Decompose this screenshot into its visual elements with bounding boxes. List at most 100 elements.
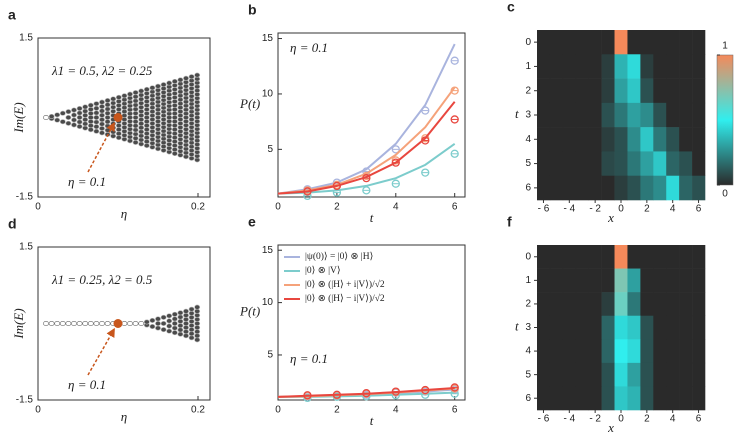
measured-point (362, 186, 371, 195)
heat-cell (614, 54, 628, 79)
eigenvalue-point (155, 320, 161, 326)
eigenvalue-point (183, 308, 189, 314)
eigenvalue-point (82, 112, 89, 118)
heat-cell (692, 175, 706, 201)
heat-cell (614, 292, 628, 317)
heat-cell (692, 127, 706, 152)
arrow (87, 327, 115, 376)
heat-cell (666, 292, 680, 317)
heat-cell (588, 102, 602, 128)
y-tick-label: 3 (525, 110, 531, 121)
measured-point (362, 174, 371, 183)
eigenvalue-point (82, 121, 89, 127)
eigenvalue-point (87, 106, 94, 112)
heat-cell (588, 362, 602, 387)
heat-cell (575, 315, 589, 340)
heat-cell (562, 362, 577, 387)
measured-point (450, 389, 459, 398)
heat-cell (614, 151, 628, 177)
x-tick-label: 4 (670, 414, 676, 425)
heat-cell (537, 30, 551, 55)
heat-cell (537, 245, 551, 269)
eigenvalue-point (71, 320, 77, 326)
heat-cell (601, 175, 615, 201)
x-tick-label: 4 (393, 405, 399, 416)
heat-cell (614, 127, 628, 152)
heat-cell (614, 339, 628, 364)
heat-cell (537, 315, 551, 340)
y-tick-label: 1 (525, 275, 531, 286)
heat-cell (627, 315, 641, 340)
y-tick-label: -1.5 (16, 192, 34, 203)
eigenvalue-point (138, 320, 145, 326)
heat-cell (627, 386, 641, 411)
measured-point (362, 389, 371, 398)
eigenvalue-point (104, 119, 111, 125)
heat-cell (666, 30, 680, 55)
eigenvalue-point (110, 121, 117, 127)
eigenvalue-point (127, 320, 133, 326)
heat-cell (588, 339, 602, 364)
eigenvalue-point (99, 130, 105, 136)
eigenvalue-point (99, 121, 105, 127)
eigenvalue-point (43, 320, 49, 326)
legend-label: |ψ(0)⟩ = |0⟩ ⊗ |H⟩ (305, 251, 374, 262)
eigenvalue-point (87, 320, 94, 326)
heat-cell (537, 362, 551, 387)
measured-point (450, 149, 459, 158)
eigenvalue-point (183, 333, 189, 339)
heat-cell (627, 54, 641, 79)
eigenvalue-point (138, 117, 145, 123)
eigenvalue-point (132, 320, 139, 326)
eigenvalue-point (132, 98, 139, 104)
eigenvalue-point (82, 320, 89, 326)
heat-cell (679, 315, 693, 340)
heat-cell (666, 386, 680, 411)
heat-cell (653, 339, 667, 364)
panel-label: c (507, 0, 515, 15)
eigenvalue-point (99, 112, 105, 118)
plot-frame (37, 246, 211, 401)
eigenvalue-point (99, 108, 105, 114)
x-tick-label: 0 (35, 405, 41, 416)
eigenvalue-point (87, 115, 94, 121)
heat-cell (575, 339, 589, 364)
eigenvalue-point (171, 325, 178, 331)
heat-cell (601, 30, 615, 55)
heat-cell (562, 339, 577, 364)
highlight-point (113, 319, 123, 328)
x-tick-label: 6 (452, 405, 458, 416)
eigenvalue-point (143, 86, 150, 92)
heat-cell (627, 151, 641, 177)
eigenvalue-point (59, 119, 66, 125)
y-tick-label: 6 (525, 182, 531, 193)
eigenvalue-point (76, 110, 83, 116)
eigenvalue-point (177, 314, 184, 320)
x-axis-label: η (121, 206, 127, 221)
heat-cell (549, 245, 564, 269)
legend-label: |0⟩ ⊗ (|H⟩ − i|V⟩)/√2 (305, 293, 385, 304)
heat-cell (640, 127, 654, 152)
eigenvalue-point (149, 324, 156, 330)
heat-cell (562, 245, 577, 269)
x-tick-label: 0 (275, 405, 281, 416)
heat-cell (562, 315, 577, 340)
heat-cell (653, 292, 667, 317)
heat-cell (575, 292, 589, 317)
heat-cell (588, 315, 602, 340)
heat-cell (562, 268, 577, 293)
heat-cell (614, 315, 628, 340)
heat-cell (549, 386, 564, 411)
heat-cell (601, 102, 615, 128)
x-tick-label: - 6 (538, 204, 550, 215)
heat-cell (537, 127, 551, 152)
eigenvalue-point (54, 320, 61, 326)
x-axis-label: x (607, 210, 614, 225)
eigenvalue-point (87, 127, 94, 133)
eigenvalue-point (54, 117, 61, 123)
heat-cell (679, 362, 693, 387)
eigenvalue-point (110, 129, 117, 135)
measured-point (421, 385, 430, 395)
eigenvalue-point (188, 306, 195, 312)
eigenvalue-point (115, 94, 122, 100)
